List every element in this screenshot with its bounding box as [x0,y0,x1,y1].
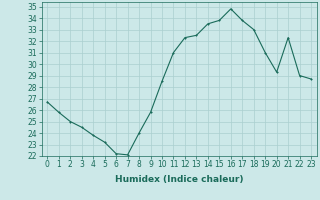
X-axis label: Humidex (Indice chaleur): Humidex (Indice chaleur) [115,175,244,184]
